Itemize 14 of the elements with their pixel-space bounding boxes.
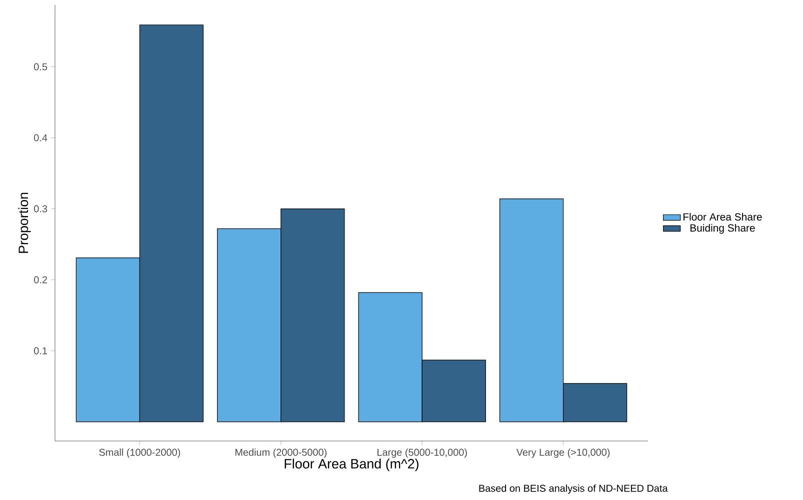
legend-label: Buiding Share	[690, 224, 755, 234]
x-tick-label: Medium (2000-5000)	[235, 448, 327, 458]
x-tick-label: Very Large (>10,000)	[516, 448, 610, 458]
x-tick-label: Small (1000-2000)	[99, 448, 180, 458]
y-tick-label: 0.3	[34, 205, 48, 212]
y-tick-label: 0.2	[34, 276, 47, 284]
y-axis-title: Proportion	[18, 192, 31, 253]
legend-label: Floor Area Share	[684, 212, 762, 221]
x-tick-label: Large (5000-10,000)	[377, 448, 467, 458]
text: Based on BEIS analysis of ND-NEED Data	[479, 484, 668, 494]
y-tick-label: 0.1	[34, 347, 47, 354]
x-axis-title: Floor Area Band (m^2)	[284, 458, 418, 472]
y-tick-label: 0.4	[34, 134, 48, 142]
y-tick-label: 0.5	[34, 63, 48, 70]
